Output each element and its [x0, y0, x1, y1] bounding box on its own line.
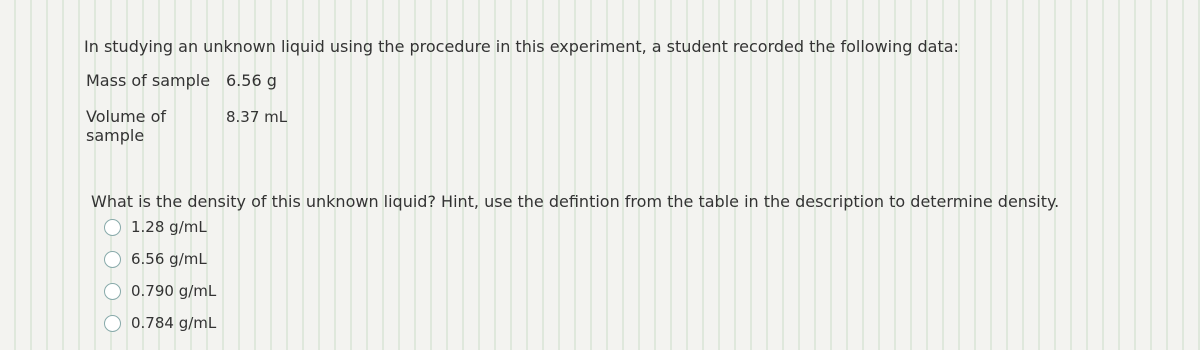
option-label: 0.790 g/mL — [131, 282, 217, 300]
option[interactable]: 0.790 g/mL — [104, 282, 216, 300]
option-label: 1.28 g/mL — [131, 218, 207, 236]
radio[interactable] — [104, 218, 121, 236]
radio[interactable] — [104, 250, 121, 268]
option[interactable]: 1.28 g/mL — [104, 218, 207, 236]
option[interactable]: 6.56 g/mL — [104, 250, 207, 268]
question: What is the density of this unknown liqu… — [91, 192, 1060, 211]
intro: In studying an unknown liquid using the … — [84, 37, 959, 56]
value: 8.37 mL — [226, 108, 288, 126]
label: Mass of sample — [86, 71, 211, 90]
radio[interactable] — [104, 314, 121, 332]
value: 6.56 g — [226, 71, 277, 90]
option-label: 6.56 g/mL — [131, 250, 207, 268]
label: Volume of sample — [86, 107, 167, 145]
radio[interactable] — [104, 282, 121, 300]
option[interactable]: 0.784 g/mL — [104, 314, 216, 332]
option-label: 0.784 g/mL — [131, 314, 217, 332]
